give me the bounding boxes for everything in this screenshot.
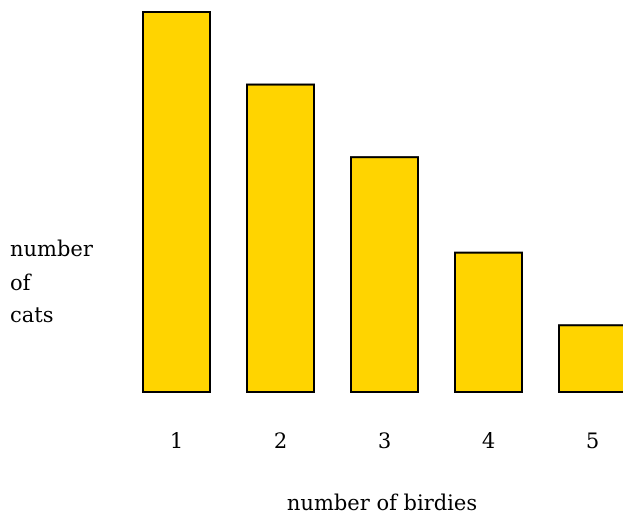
bar-3 [350,156,419,393]
x-tick-label-3: 3 [378,429,391,453]
bar-4 [454,251,523,393]
y-axis-label: number of cats [10,237,94,327]
bar-5 [558,324,623,393]
y-axis-label-line: of [10,271,33,295]
x-tick-labels: 1 2 3 4 5 [170,429,599,453]
y-axis-label-line: number [10,237,94,261]
x-tick-label-1: 1 [170,429,183,453]
bar-1 [142,11,211,393]
x-tick-label-5: 5 [586,429,599,453]
x-tick-label-2: 2 [274,429,287,453]
bars-group [142,11,623,394]
y-axis-label-line: cats [10,303,54,327]
bar-2 [246,83,315,394]
x-axis-label: number of birdies [287,491,477,515]
x-tick-label-4: 4 [482,429,495,453]
